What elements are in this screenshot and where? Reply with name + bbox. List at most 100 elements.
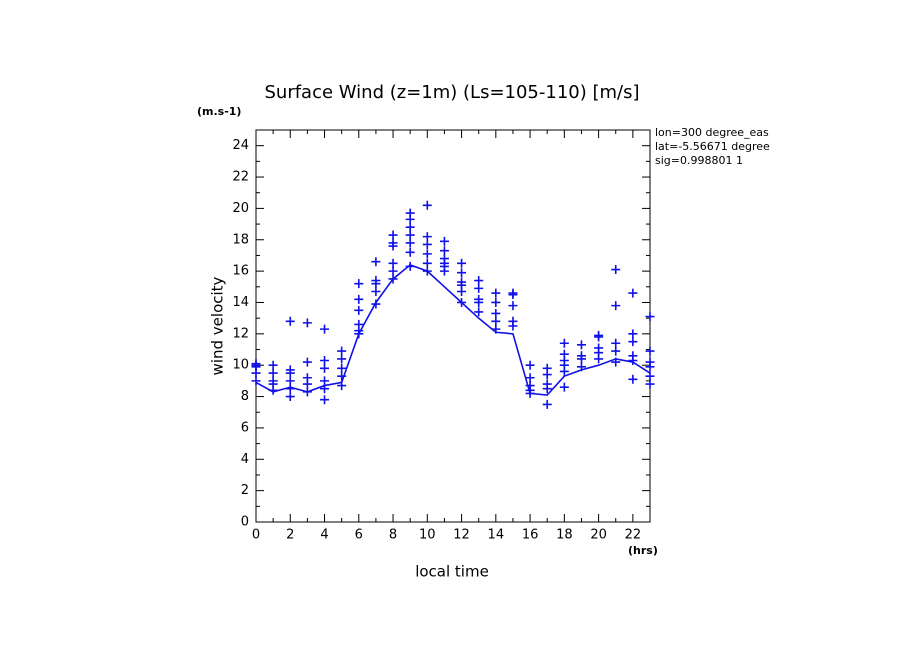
plus-marker: [645, 312, 655, 322]
plus-marker: [422, 200, 432, 210]
plus-marker: [422, 239, 432, 249]
plus-marker: [320, 363, 330, 373]
plus-marker: [302, 357, 312, 367]
plus-marker: [594, 332, 604, 342]
plus-marker: [388, 258, 398, 268]
plus-marker: [576, 362, 586, 372]
plus-marker: [422, 232, 432, 242]
plus-marker: [508, 290, 518, 300]
plus-marker: [559, 382, 569, 392]
plus-marker: [457, 297, 467, 307]
plus-marker: [457, 268, 467, 278]
plus-marker: [645, 379, 655, 389]
plus-marker: [285, 384, 295, 394]
x-axis-label: local time: [415, 563, 489, 581]
plus-marker: [628, 355, 638, 365]
plus-marker: [371, 299, 381, 309]
plus-marker: [320, 384, 330, 394]
chart-title: Surface Wind (z=1m) (Ls=105-110) [m/s]: [264, 82, 639, 103]
plus-marker: [388, 230, 398, 240]
plus-marker: [542, 384, 552, 394]
plus-marker: [388, 266, 398, 276]
y-tick-label: 22: [232, 170, 249, 185]
plus-marker: [457, 258, 467, 268]
x-tick-label: 0: [252, 528, 260, 543]
plus-marker: [645, 371, 655, 381]
y-tick-label: 8: [241, 389, 249, 404]
plus-marker: [388, 241, 398, 251]
plus-marker: [422, 249, 432, 259]
plus-marker: [628, 288, 638, 298]
plus-marker: [474, 297, 484, 307]
y-tick-label: 4: [241, 452, 249, 467]
y-tick-label: 0: [241, 515, 249, 530]
plus-marker: [320, 395, 330, 405]
plus-marker: [542, 399, 552, 409]
plus-marker: [439, 236, 449, 246]
x-tick-label: 16: [522, 528, 539, 543]
x-tick-label: 8: [389, 528, 397, 543]
plus-marker: [371, 257, 381, 267]
y-tick-label: 2: [241, 483, 249, 498]
plus-marker: [611, 301, 621, 311]
y-unit: (m.s-1): [197, 105, 241, 118]
plus-marker: [491, 288, 501, 298]
annotation: lat=-5.56671 degree: [655, 140, 770, 153]
x-tick-label: 20: [590, 528, 607, 543]
plus-marker: [337, 381, 347, 391]
plus-marker: [302, 379, 312, 389]
plus-marker: [285, 392, 295, 402]
plus-marker: [354, 294, 364, 304]
plus-marker: [337, 371, 347, 381]
plus-marker: [611, 357, 621, 367]
plus-marker: [405, 238, 415, 248]
plus-marker: [405, 261, 415, 271]
plus-marker: [508, 301, 518, 311]
plus-marker: [645, 362, 655, 372]
plus-marker: [268, 360, 278, 370]
plus-marker: [439, 266, 449, 276]
plus-marker: [594, 354, 604, 364]
plus-marker: [320, 324, 330, 334]
plus-marker: [525, 360, 535, 370]
plus-marker: [439, 246, 449, 256]
y-tick-label: 24: [232, 138, 249, 153]
plus-marker: [576, 354, 586, 364]
plus-marker: [320, 376, 330, 386]
plus-marker: [354, 305, 364, 315]
plus-marker: [354, 279, 364, 289]
plus-marker: [337, 354, 347, 364]
plus-marker: [302, 318, 312, 328]
x-tick-label: 2: [286, 528, 294, 543]
plus-marker: [405, 230, 415, 240]
plus-marker: [285, 368, 295, 378]
plus-marker: [525, 373, 535, 383]
plus-marker: [611, 338, 621, 348]
plus-marker: [302, 387, 312, 397]
annotation: lon=300 degree_eas: [655, 126, 769, 139]
plus-marker: [628, 329, 638, 339]
plus-marker: [457, 287, 467, 297]
plus-marker: [371, 287, 381, 297]
plus-marker: [628, 337, 638, 347]
plus-marker: [576, 340, 586, 350]
plus-marker: [268, 368, 278, 378]
y-tick-label: 10: [232, 358, 249, 373]
y-tick-label: 18: [232, 232, 249, 247]
plus-marker: [337, 363, 347, 373]
x-tick-label: 14: [488, 528, 505, 543]
plus-marker: [337, 346, 347, 356]
y-tick-label: 12: [232, 326, 249, 341]
x-tick-label: 22: [625, 528, 642, 543]
y-tick-label: 6: [241, 420, 249, 435]
plot-frame: [255, 129, 651, 523]
x-tick-label: 10: [419, 528, 436, 543]
y-tick-label: 20: [232, 201, 249, 216]
plus-marker: [285, 316, 295, 326]
plus-marker: [422, 258, 432, 268]
plus-marker: [405, 222, 415, 232]
plus-marker: [285, 376, 295, 386]
plus-marker: [474, 276, 484, 286]
